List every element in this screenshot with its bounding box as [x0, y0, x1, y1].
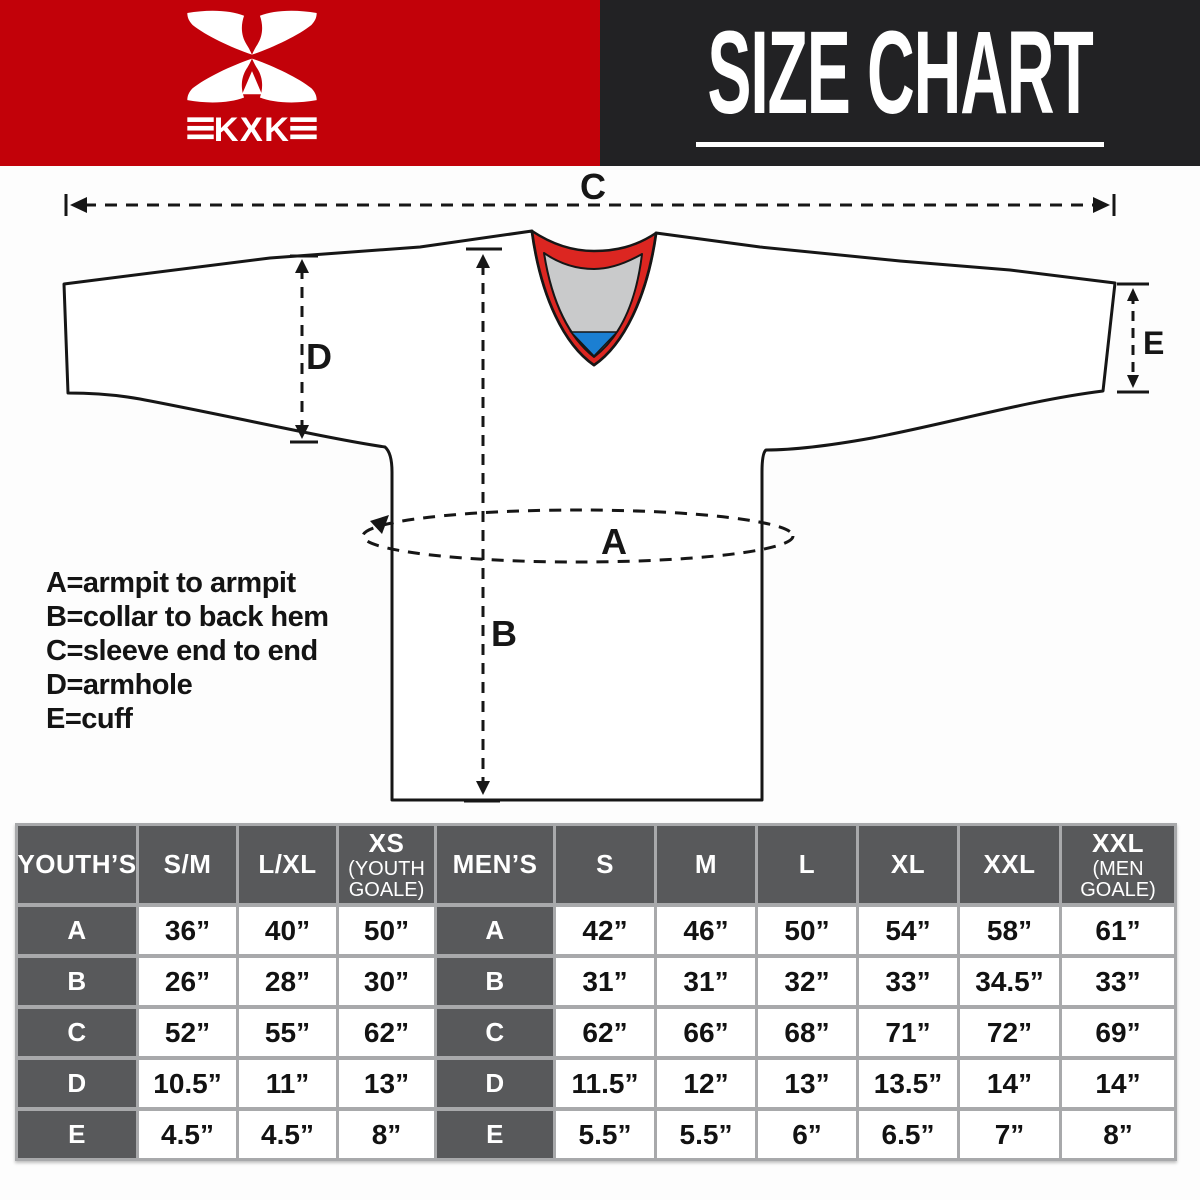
- marker-e: E: [1143, 325, 1164, 361]
- column-header: XS (YOUTH GOALE): [339, 826, 434, 903]
- measurement-legend: A=armpit to armpit B=collar to back hem …: [46, 566, 329, 736]
- size-cell: 42”: [556, 907, 654, 954]
- size-cell: 8”: [1062, 1111, 1174, 1158]
- size-cell: 72”: [960, 1009, 1059, 1056]
- marker-c: C: [580, 166, 606, 207]
- size-cell: 52”: [139, 1009, 236, 1056]
- measure-c: [64, 194, 1116, 216]
- legend-item-b: B=collar to back hem: [46, 601, 329, 633]
- size-cell: 28”: [239, 958, 336, 1005]
- size-cell: 14”: [960, 1060, 1059, 1107]
- size-table: YOUTH’S S/M L/XL XS (YOUTH GOALE) MEN’S S M L XL XX…: [15, 823, 1177, 1161]
- size-cell: 12”: [657, 1060, 755, 1107]
- men-group-header: MEN’S: [437, 826, 553, 903]
- brand-logo-text: KXK: [214, 111, 290, 149]
- size-cell: 10.5”: [139, 1060, 236, 1107]
- column-header: L/XL: [239, 826, 336, 903]
- size-cell: 7”: [960, 1111, 1059, 1158]
- size-cell: 31”: [556, 958, 654, 1005]
- row-label: C: [437, 1009, 553, 1056]
- column-header: XXL: [960, 826, 1059, 903]
- size-cell: 6.5”: [859, 1111, 957, 1158]
- collar-inner: [543, 252, 643, 358]
- size-cell: 11.5”: [556, 1060, 654, 1107]
- size-cell: 36”: [139, 907, 236, 954]
- header-banner: KXK SIZE CHART: [0, 0, 1200, 166]
- row-label: B: [18, 958, 136, 1005]
- brand-logo-icon: KXK: [187, 10, 317, 149]
- size-cell: 8”: [339, 1111, 434, 1158]
- size-cell: 6”: [758, 1111, 856, 1158]
- marker-d: D: [306, 336, 332, 377]
- marker-b: B: [491, 613, 517, 654]
- size-cell: 62”: [339, 1009, 434, 1056]
- size-cell: 46”: [657, 907, 755, 954]
- size-cell: 11”: [239, 1060, 336, 1107]
- row-label: E: [437, 1111, 553, 1158]
- page-title: SIZE CHART: [707, 6, 1093, 139]
- size-cell: 33”: [1062, 958, 1174, 1005]
- measure-d: [290, 254, 318, 444]
- measure-a: [361, 508, 795, 564]
- size-cell: 4.5”: [139, 1111, 236, 1158]
- size-cell: 54”: [859, 907, 957, 954]
- size-cell: 32”: [758, 958, 856, 1005]
- legend-item-c: C=sleeve end to end: [46, 635, 318, 667]
- marker-a: A: [601, 521, 627, 562]
- size-cell: 4.5”: [239, 1111, 336, 1158]
- column-header: S: [556, 826, 654, 903]
- size-cell: 13”: [339, 1060, 434, 1107]
- size-cell: 61”: [1062, 907, 1174, 954]
- size-cell: 55”: [239, 1009, 336, 1056]
- size-cell: 31”: [657, 958, 755, 1005]
- column-header: S/M: [139, 826, 236, 903]
- collar-accent: [569, 331, 619, 358]
- size-cell: 71”: [859, 1009, 957, 1056]
- column-header: M: [657, 826, 755, 903]
- size-cell: 5.5”: [556, 1111, 654, 1158]
- size-cell: 50”: [339, 907, 434, 954]
- title-underline: [696, 141, 1104, 147]
- size-cell: 58”: [960, 907, 1059, 954]
- size-cell: 33”: [859, 958, 957, 1005]
- row-label: A: [437, 907, 553, 954]
- size-cell: 30”: [339, 958, 434, 1005]
- legend-item-e: E=cuff: [46, 703, 133, 735]
- size-cell: 14”: [1062, 1060, 1174, 1107]
- size-cell: 62”: [556, 1009, 654, 1056]
- measure-b: [464, 247, 502, 803]
- row-label: D: [437, 1060, 553, 1107]
- row-label: A: [18, 907, 136, 954]
- brand-panel: KXK: [0, 0, 600, 166]
- size-cell: 26”: [139, 958, 236, 1005]
- column-header: XXL (MEN GOALE): [1062, 826, 1174, 903]
- size-cell: 13”: [758, 1060, 856, 1107]
- column-header: L: [758, 826, 856, 903]
- size-cell: 68”: [758, 1009, 856, 1056]
- measure-e: [1117, 282, 1149, 394]
- row-label: E: [18, 1111, 136, 1158]
- youth-group-header: YOUTH’S: [17, 826, 136, 903]
- row-label: B: [437, 958, 553, 1005]
- size-cell: 69”: [1062, 1009, 1174, 1056]
- row-label: D: [18, 1060, 136, 1107]
- size-cell: 50”: [758, 907, 856, 954]
- size-cell: 13.5”: [859, 1060, 957, 1107]
- legend-item-a: A=armpit to armpit: [46, 567, 296, 599]
- size-cell: 66”: [657, 1009, 755, 1056]
- row-label: C: [18, 1009, 136, 1056]
- title-panel: SIZE CHART: [600, 0, 1200, 166]
- legend-item-d: D=armhole: [46, 669, 193, 701]
- size-cell: 34.5”: [960, 958, 1059, 1005]
- size-cell: 40”: [239, 907, 336, 954]
- column-header: XL: [859, 826, 957, 903]
- size-cell: 5.5”: [657, 1111, 755, 1158]
